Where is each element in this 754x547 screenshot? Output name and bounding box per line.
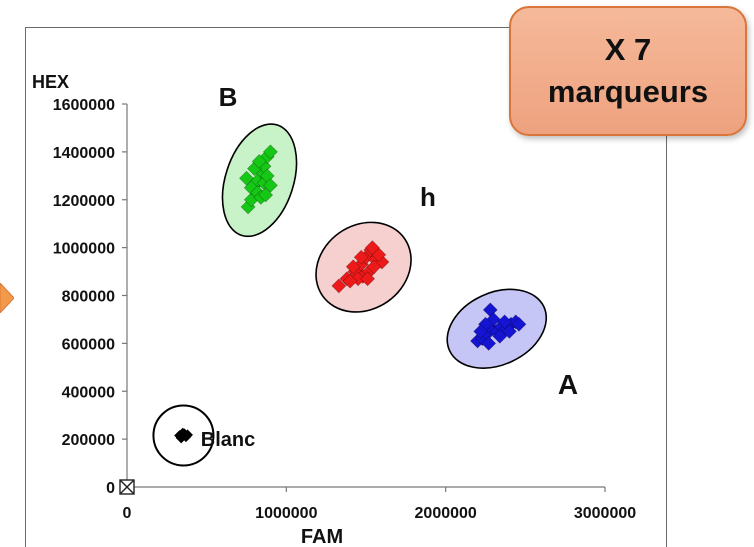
data-point-b <box>251 154 267 169</box>
cluster-label-b: B <box>219 82 238 112</box>
y-tick-label: 0 <box>106 480 115 497</box>
callout-line-1: X 7 <box>604 32 652 68</box>
y-tick-label: 1600000 <box>53 97 115 114</box>
data-point-h <box>353 249 369 265</box>
data-point-b <box>262 177 278 193</box>
arrow-pointer-icon <box>0 283 14 313</box>
cluster-label-blanc: Blanc <box>201 429 255 451</box>
y-tick-label: 400000 <box>62 384 115 401</box>
data-point-h <box>360 271 376 287</box>
cluster-blanc-circle <box>152 404 215 467</box>
y-tick-label: 1000000 <box>53 241 115 258</box>
marker-count-callout: X 7 marqueurs <box>509 6 747 136</box>
data-point-blanc <box>177 430 189 442</box>
data-point-h <box>345 259 361 275</box>
data-point-a <box>511 316 527 332</box>
data-point-a <box>473 323 489 339</box>
data-point-a <box>481 335 497 351</box>
data-point-b <box>262 144 278 160</box>
data-point-a <box>492 328 508 344</box>
data-point-h <box>331 278 347 294</box>
y-tick-label: 800000 <box>62 289 115 306</box>
x-tick-label: 0 <box>123 505 132 522</box>
data-point-h <box>366 259 382 275</box>
cluster-label-a: A <box>558 369 578 400</box>
data-point-b <box>258 187 274 203</box>
data-point-a <box>497 314 513 330</box>
y-axis-label: HEX <box>32 72 69 92</box>
y-tick-label: 1200000 <box>53 193 115 210</box>
data-point-a <box>501 323 517 339</box>
callout-line-2: marqueurs <box>547 74 709 109</box>
y-tick-label: 200000 <box>62 432 115 449</box>
data-point-h <box>364 240 380 256</box>
x-tick-label: 1000000 <box>255 505 317 522</box>
y-tick-label: 1400000 <box>53 145 115 162</box>
plot-frame <box>25 27 667 547</box>
data-point-b <box>239 170 254 186</box>
y-tick-label: 600000 <box>62 336 115 353</box>
x-axis-label: FAM <box>301 526 343 546</box>
data-point-h <box>342 273 358 289</box>
origin-marker-cross <box>119 479 135 495</box>
cluster-label-h: h <box>420 182 436 212</box>
x-tick-label: 2000000 <box>415 505 477 522</box>
x-tick-label: 3000000 <box>574 505 636 522</box>
